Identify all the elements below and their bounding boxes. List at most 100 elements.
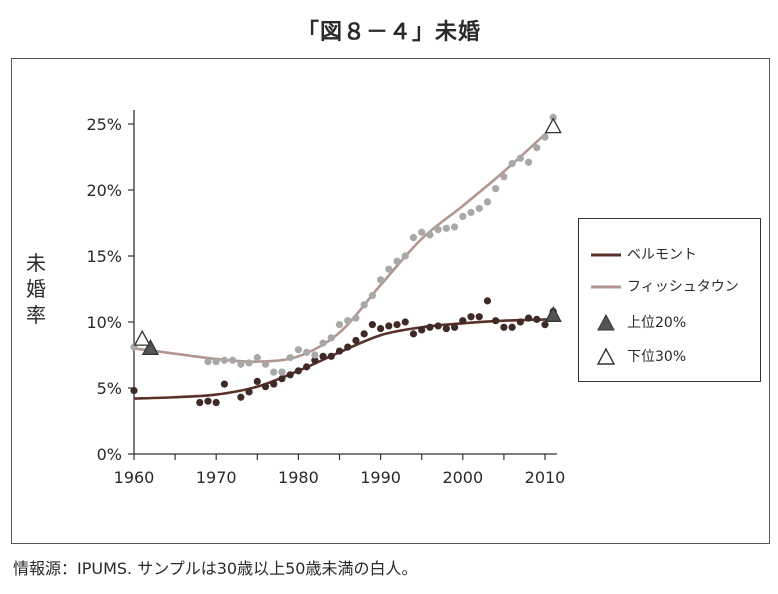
data-point — [524, 158, 533, 166]
legend: ベルモント フィッシュタウン 上位20% 下位30% — [578, 218, 761, 382]
data-point — [278, 368, 286, 376]
y-axis-label-char: 率 — [26, 303, 46, 327]
data-point — [500, 173, 508, 181]
data-point — [483, 297, 492, 305]
data-point — [467, 313, 475, 321]
data-point — [311, 351, 319, 359]
data-point — [459, 212, 467, 220]
legend-item-top20: 上位20% — [579, 311, 762, 335]
legend-line-icon — [591, 285, 621, 289]
data-point — [508, 323, 516, 331]
data-point — [377, 276, 385, 284]
data-point — [500, 323, 508, 331]
data-point — [352, 336, 360, 345]
data-point — [237, 393, 245, 401]
data-point — [270, 380, 278, 388]
data-point — [261, 383, 270, 391]
data-point — [303, 348, 311, 356]
data-point — [533, 144, 541, 152]
data-point — [541, 133, 549, 141]
legend-item-fishtown: フィッシュタウン — [579, 275, 762, 299]
data-point — [212, 398, 220, 407]
data-point — [327, 352, 335, 360]
data-point — [418, 228, 426, 236]
legend-label: ベルモント — [627, 247, 697, 263]
trend-line — [133, 125, 555, 363]
data-point — [344, 317, 352, 325]
data-point — [245, 388, 253, 396]
data-point — [319, 339, 327, 347]
data-point — [418, 326, 426, 334]
x-tick-label: 2010 — [525, 468, 566, 487]
legend-item-bottom30: 下位30% — [579, 345, 762, 369]
data-point — [393, 257, 401, 265]
data-point — [401, 252, 409, 260]
data-points — [130, 113, 557, 407]
data-point — [467, 208, 475, 217]
data-point — [352, 314, 360, 322]
filled-triangle-marker — [141, 339, 160, 356]
data-point — [204, 397, 212, 405]
open-triangle-icon — [596, 347, 616, 365]
data-point — [303, 363, 311, 371]
legend-label: 下位30% — [627, 349, 687, 365]
data-point — [524, 314, 533, 322]
data-point — [516, 318, 524, 326]
data-point — [294, 367, 302, 375]
data-point — [270, 368, 278, 376]
data-point — [475, 313, 483, 321]
data-point — [286, 354, 294, 362]
data-point — [237, 360, 245, 368]
data-point — [508, 160, 516, 168]
data-point — [385, 265, 393, 273]
trend-line — [133, 318, 554, 400]
y-tick-label: 20% — [86, 181, 122, 200]
data-point — [516, 154, 524, 162]
chart-title: 「図８－４」未婚 — [296, 20, 481, 45]
data-point — [335, 347, 344, 355]
data-point — [426, 231, 434, 239]
y-tick-label: 15% — [86, 247, 122, 266]
data-point — [220, 380, 229, 388]
data-point — [377, 325, 385, 333]
source-note: 情報源：IPUMS. サンプルは30歳以上50歳未満の白人。 — [13, 559, 418, 578]
data-point — [196, 398, 204, 407]
data-point — [385, 322, 393, 330]
x-tick-label: 1980 — [278, 468, 319, 487]
trend-lines — [133, 125, 555, 400]
data-point — [344, 343, 352, 351]
legend-label: 上位20% — [627, 315, 687, 331]
data-point — [335, 321, 344, 329]
data-point — [368, 321, 376, 329]
data-point — [212, 358, 220, 366]
data-point — [261, 360, 270, 368]
x-tick-label: 1990 — [360, 468, 401, 487]
x-tick-label: 2000 — [442, 468, 483, 487]
data-point — [483, 198, 492, 206]
y-tick-label: 0% — [97, 445, 122, 464]
data-point — [319, 352, 327, 360]
data-point — [294, 346, 302, 354]
data-point — [492, 185, 500, 193]
y-tick-label: 5% — [97, 379, 122, 398]
x-tick-label: 1970 — [196, 468, 237, 487]
data-point — [253, 354, 261, 362]
data-point — [311, 356, 319, 364]
data-point — [442, 224, 450, 232]
legend-label: フィッシュタウン — [627, 279, 739, 295]
data-point — [442, 325, 450, 333]
data-point — [401, 318, 409, 326]
data-point — [475, 204, 483, 213]
x-tick-label: 1960 — [114, 468, 155, 487]
data-point — [434, 322, 442, 330]
data-point — [220, 356, 229, 364]
data-point — [278, 375, 286, 383]
data-point — [450, 323, 459, 331]
data-point — [360, 330, 368, 338]
data-point — [253, 377, 261, 385]
data-point — [541, 321, 549, 329]
legend-item-belmont: ベルモント — [579, 243, 762, 267]
open-triangle-marker — [544, 117, 562, 134]
data-point — [327, 334, 335, 342]
